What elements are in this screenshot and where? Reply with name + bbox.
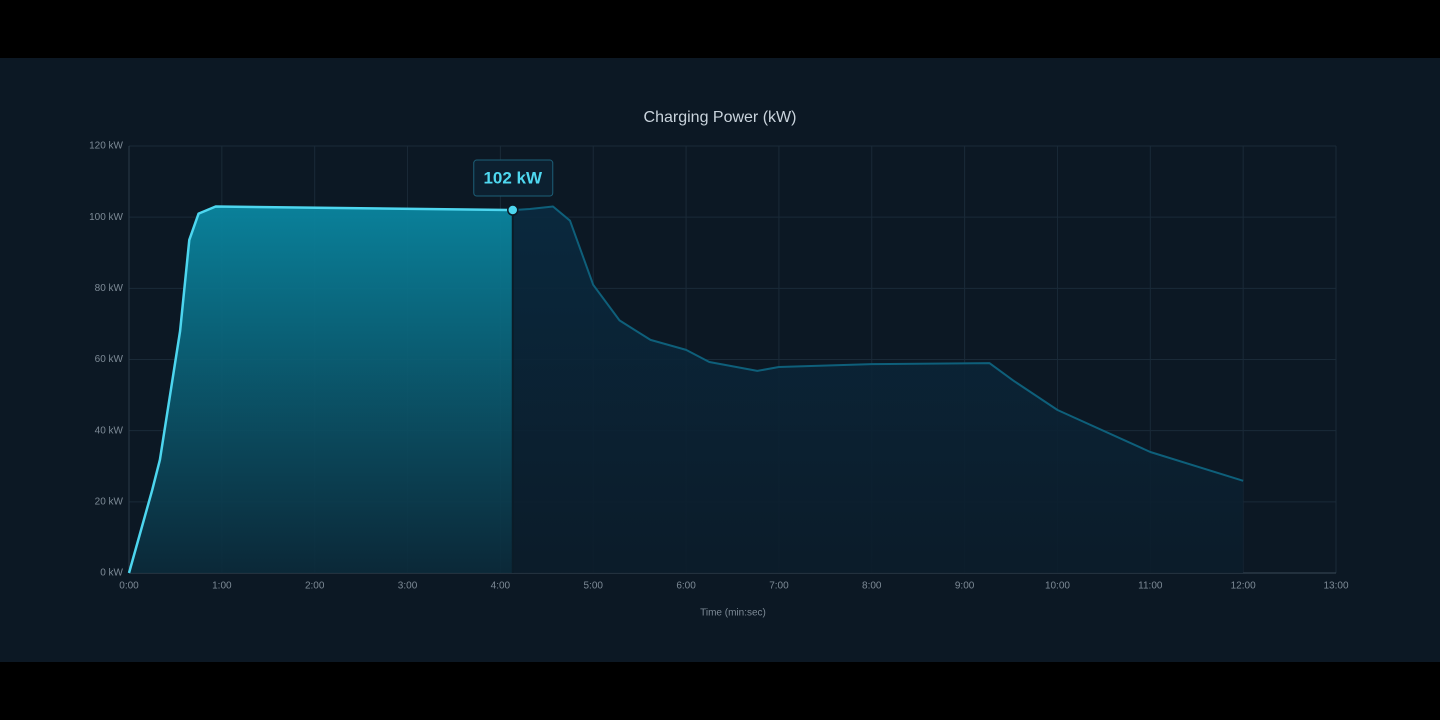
x-axis-title: Time (min:sec) bbox=[700, 608, 766, 619]
y-tick-label: 80 kW bbox=[95, 283, 124, 294]
x-tick-label: 12:00 bbox=[1231, 581, 1256, 592]
x-tick-label: 10:00 bbox=[1045, 581, 1070, 592]
x-tick-label: 5:00 bbox=[583, 581, 603, 592]
tooltip-box bbox=[473, 159, 554, 197]
y-tick-label: 120 kW bbox=[89, 141, 123, 152]
area-before bbox=[129, 206, 513, 573]
highlight-point bbox=[507, 204, 519, 216]
x-tick-label: 11:00 bbox=[1138, 581, 1163, 592]
x-tick-label: 8:00 bbox=[862, 581, 882, 592]
tooltip-label: 102 kW bbox=[483, 169, 543, 188]
y-tick-label: 20 kW bbox=[95, 496, 124, 507]
x-tick-label: 6:00 bbox=[676, 581, 696, 592]
y-tick-label: 40 kW bbox=[95, 425, 124, 436]
x-tick-label: 4:00 bbox=[491, 581, 511, 592]
x-tick-label: 2:00 bbox=[305, 581, 325, 592]
x-tick-label: 3:00 bbox=[398, 581, 418, 592]
x-tick-label: 0:00 bbox=[119, 581, 139, 592]
line-after bbox=[512, 205, 1244, 482]
chart-title: Charging Power (kW) bbox=[644, 109, 797, 126]
line-before bbox=[127, 205, 513, 574]
x-tick-label: 1:00 bbox=[212, 581, 232, 592]
x-tick-label: 7:00 bbox=[769, 581, 789, 592]
x-tick-label: 9:00 bbox=[955, 581, 975, 592]
y-tick-label: 0 kW bbox=[100, 568, 123, 579]
area-after bbox=[512, 206, 1244, 573]
x-tick-label: 13:00 bbox=[1323, 581, 1348, 592]
y-tick-label: 100 kW bbox=[89, 212, 123, 223]
y-tick-label: 60 kW bbox=[95, 354, 124, 365]
